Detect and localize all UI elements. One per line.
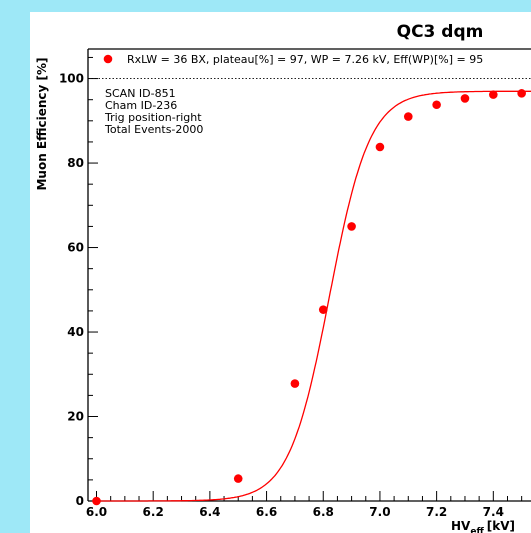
x-axis-label-sub: eff <box>470 527 484 533</box>
legend-marker <box>103 54 113 64</box>
x-axis-label: HVeff [kV] <box>451 519 515 533</box>
fit-curve-group <box>96 90 531 502</box>
annotation-trigger-position: Trig position-right <box>104 111 202 124</box>
data-point <box>460 94 470 103</box>
efficiency-chart: QC3 dqm 0 20 40 60 80 100 6.0 6.2 6.4 6.6 6.8 7.0 7… <box>35 22 531 533</box>
annotation-scan-id: SCAN ID-851 <box>105 87 176 100</box>
legend: RxLW = 36 BX, plateau[%] = 97, WP = 7.26… <box>103 53 483 66</box>
legend-entry: RxLW = 36 BX, plateau[%] = 97, WP = 7.26… <box>127 53 483 66</box>
x-tick-label: 7.2 <box>426 505 447 519</box>
data-point <box>403 112 413 121</box>
x-axis-label-main: HV <box>451 519 471 533</box>
y-tick-label: 100 <box>59 72 84 86</box>
chart-title: QC3 dqm <box>397 22 484 42</box>
y-tick-label: 80 <box>67 156 84 170</box>
y-tick-label: 20 <box>67 410 84 424</box>
data-point <box>290 379 300 388</box>
x-tick-label: 7.0 <box>369 505 390 519</box>
x-axis-ticks: 6.0 6.2 6.4 6.6 6.8 7.0 7.2 7.4 <box>86 491 523 519</box>
data-points <box>92 89 526 506</box>
data-point <box>432 100 441 110</box>
y-axis-label: Muon Efficiency [%] <box>35 57 49 190</box>
x-tick-label: 6.2 <box>143 505 164 519</box>
y-tick-label: 60 <box>67 241 84 255</box>
y-tick-label: 0 <box>76 494 84 508</box>
x-tick-label: 6.8 <box>313 505 334 519</box>
x-tick-label: 7.4 <box>483 505 504 519</box>
data-point <box>92 496 101 506</box>
y-tick-label: 40 <box>67 325 84 339</box>
annotation-total-events: Total Events-2000 <box>104 123 203 136</box>
fit-curve <box>96 90 531 502</box>
plot-panel: QC3 dqm 0 20 40 60 80 100 6.0 6.2 6.4 6.6 6.8 7.0 7… <box>30 12 531 533</box>
data-point <box>347 222 356 231</box>
x-axis-label-unit: [kV] <box>487 519 515 533</box>
annotation-chamber-id: Cham ID-236 <box>105 99 177 112</box>
x-tick-label: 6.6 <box>256 505 277 519</box>
data-point <box>375 142 385 152</box>
data-point <box>489 90 498 99</box>
x-tick-label: 6.4 <box>199 505 220 519</box>
data-point <box>517 89 526 98</box>
scan-annotations: SCAN ID-851 Cham ID-236 Trig position-ri… <box>104 87 203 136</box>
y-axis-ticks: 0 20 40 60 80 100 <box>59 56 98 508</box>
data-point <box>318 305 328 314</box>
x-tick-label: 6.0 <box>86 505 107 519</box>
data-point <box>233 474 243 483</box>
